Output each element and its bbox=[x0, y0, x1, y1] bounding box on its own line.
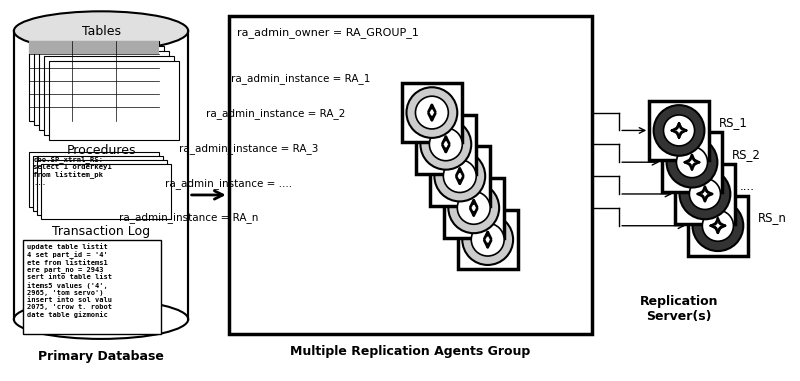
Text: update table listit
4 set part_id = '4'
ete from listitems1
ere part_no = 2943
s: update table listit 4 set part_id = '4' … bbox=[27, 243, 112, 318]
Text: ra_admin_instance = RA_3: ra_admin_instance = RA_3 bbox=[179, 143, 318, 154]
Bar bbox=[44, 56, 174, 135]
Text: ra_admin_instance = RA_1: ra_admin_instance = RA_1 bbox=[230, 74, 370, 84]
Bar bbox=[229, 16, 592, 334]
Circle shape bbox=[677, 147, 707, 178]
Circle shape bbox=[663, 115, 694, 146]
Bar bbox=[38, 160, 167, 215]
Circle shape bbox=[458, 192, 490, 224]
Bar bbox=[50, 61, 178, 140]
Circle shape bbox=[666, 137, 718, 187]
Bar bbox=[39, 51, 169, 130]
Circle shape bbox=[690, 178, 721, 210]
Text: dbo.SP_xtrnl_RS:
select 1 orderkey1
from listitem_pk
...: dbo.SP_xtrnl_RS: select 1 orderkey1 from… bbox=[34, 156, 112, 186]
Bar bbox=[649, 101, 709, 160]
Bar bbox=[444, 178, 504, 238]
Bar bbox=[30, 41, 159, 120]
Text: Procedures: Procedures bbox=[66, 144, 136, 157]
Text: Tables: Tables bbox=[82, 25, 121, 38]
Bar bbox=[14, 31, 188, 319]
Text: Multiple Replication Agents Group: Multiple Replication Agents Group bbox=[290, 345, 530, 358]
Bar bbox=[23, 240, 161, 334]
Circle shape bbox=[693, 200, 743, 251]
Bar bbox=[402, 83, 462, 142]
Circle shape bbox=[415, 96, 448, 129]
Circle shape bbox=[406, 87, 458, 138]
Bar bbox=[688, 196, 748, 256]
Bar bbox=[30, 41, 159, 54]
Circle shape bbox=[471, 223, 504, 256]
Bar bbox=[662, 133, 722, 192]
Circle shape bbox=[430, 128, 462, 161]
Text: Transaction Log: Transaction Log bbox=[52, 225, 150, 238]
Ellipse shape bbox=[14, 299, 188, 339]
Bar bbox=[34, 46, 164, 125]
Text: RS_2: RS_2 bbox=[732, 148, 761, 161]
Circle shape bbox=[443, 160, 476, 192]
Text: RS_n: RS_n bbox=[758, 211, 786, 224]
Circle shape bbox=[434, 151, 486, 202]
Bar bbox=[675, 164, 735, 224]
Circle shape bbox=[421, 119, 471, 170]
Text: ....: .... bbox=[740, 179, 755, 192]
Circle shape bbox=[654, 105, 705, 156]
Text: Primary Database: Primary Database bbox=[38, 350, 164, 363]
Circle shape bbox=[679, 169, 730, 219]
Bar bbox=[30, 152, 159, 207]
Text: ra_admin_instance = RA_2: ra_admin_instance = RA_2 bbox=[206, 108, 345, 119]
Circle shape bbox=[462, 215, 513, 265]
Text: ra_admin_instance = RA_n: ra_admin_instance = RA_n bbox=[119, 212, 258, 223]
Text: Replication
Server(s): Replication Server(s) bbox=[640, 295, 718, 323]
Circle shape bbox=[702, 210, 734, 241]
Bar bbox=[34, 156, 163, 211]
Circle shape bbox=[448, 182, 499, 233]
Ellipse shape bbox=[14, 11, 188, 51]
Bar bbox=[430, 146, 490, 206]
Bar bbox=[42, 164, 170, 219]
Bar bbox=[416, 115, 476, 174]
Bar bbox=[458, 210, 518, 269]
Text: ra_admin_instance = ....: ra_admin_instance = .... bbox=[166, 178, 292, 189]
Text: ra_admin_owner = RA_GROUP_1: ra_admin_owner = RA_GROUP_1 bbox=[237, 27, 418, 38]
Text: RS_1: RS_1 bbox=[719, 116, 748, 129]
